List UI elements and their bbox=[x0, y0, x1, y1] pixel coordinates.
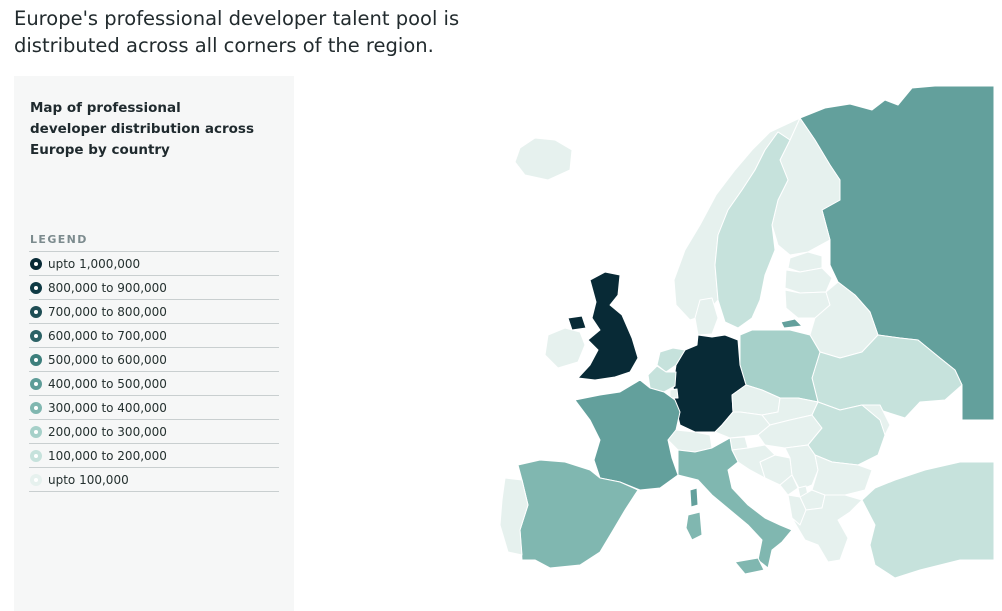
europe-map bbox=[496, 84, 996, 584]
country-united-kingdom bbox=[577, 271, 639, 381]
country-sardinia bbox=[685, 511, 703, 541]
page-headline: Europe's professional developer talent p… bbox=[14, 7, 460, 57]
legend-label: 400,000 to 500,000 bbox=[48, 376, 167, 391]
country-greece bbox=[791, 494, 863, 563]
legend-swatch-icon bbox=[30, 305, 42, 318]
country-italy bbox=[677, 437, 793, 569]
legend-label: 500,000 to 600,000 bbox=[48, 352, 167, 367]
country-moldova bbox=[861, 404, 891, 436]
legend-label: 300,000 to 400,000 bbox=[48, 400, 167, 415]
country-kaliningrad bbox=[780, 318, 803, 329]
country-sicily bbox=[734, 557, 765, 575]
legend-label: upto 1,000,000 bbox=[48, 256, 141, 271]
country-northern-ireland bbox=[567, 315, 587, 331]
legend-item: 100,000 to 200,000 bbox=[29, 444, 279, 468]
country-netherlands bbox=[656, 347, 686, 373]
country-belgium bbox=[647, 365, 677, 393]
legend-swatch-icon bbox=[30, 425, 42, 438]
country-denmark bbox=[694, 297, 719, 336]
country-france bbox=[574, 379, 681, 491]
legend-item: upto 100,000 bbox=[29, 468, 279, 492]
country-portugal bbox=[499, 477, 529, 556]
country-switzerland bbox=[667, 429, 713, 453]
legend-item: 200,000 to 300,000 bbox=[29, 420, 279, 444]
legend-swatch-icon bbox=[30, 401, 42, 414]
country-luxembourg bbox=[669, 388, 679, 399]
legend-swatch-icon bbox=[30, 473, 42, 486]
legend-label: 800,000 to 900,000 bbox=[48, 280, 167, 295]
legend-item: 700,000 to 800,000 bbox=[29, 300, 279, 324]
legend-panel: Map of professional developer distributi… bbox=[14, 76, 294, 611]
legend-swatch-icon bbox=[30, 257, 42, 270]
legend-list: upto 1,000,000 800,000 to 900,000 700,000 … bbox=[29, 251, 279, 492]
legend-heading: LEGEND bbox=[30, 233, 88, 246]
country-corsica bbox=[689, 487, 699, 508]
legend-label: 700,000 to 800,000 bbox=[48, 304, 167, 319]
legend-item: 500,000 to 600,000 bbox=[29, 348, 279, 372]
legend-item: upto 1,000,000 bbox=[29, 252, 279, 276]
legend-swatch-icon bbox=[30, 281, 42, 294]
legend-swatch-icon bbox=[30, 377, 42, 390]
country-turkey bbox=[861, 461, 995, 579]
legend-swatch-icon bbox=[30, 353, 42, 366]
legend-item: 300,000 to 400,000 bbox=[29, 396, 279, 420]
country-serbia bbox=[784, 444, 819, 491]
legend-item: 600,000 to 700,000 bbox=[29, 324, 279, 348]
legend-label: upto 100,000 bbox=[48, 472, 129, 487]
country-sweden bbox=[714, 131, 791, 329]
legend-item: 800,000 to 900,000 bbox=[29, 276, 279, 300]
legend-label: 100,000 to 200,000 bbox=[48, 448, 167, 463]
country-bulgaria bbox=[811, 454, 873, 496]
map-title: Map of professional developer distributi… bbox=[30, 100, 254, 158]
legend-label: 200,000 to 300,000 bbox=[48, 424, 167, 439]
legend-swatch-icon bbox=[30, 329, 42, 342]
country-latvia bbox=[784, 267, 833, 294]
legend-item: 400,000 to 500,000 bbox=[29, 372, 279, 396]
country-iceland bbox=[514, 137, 573, 181]
legend-label: 600,000 to 700,000 bbox=[48, 328, 167, 343]
country-ireland bbox=[544, 327, 586, 369]
legend-swatch-icon bbox=[30, 449, 42, 462]
